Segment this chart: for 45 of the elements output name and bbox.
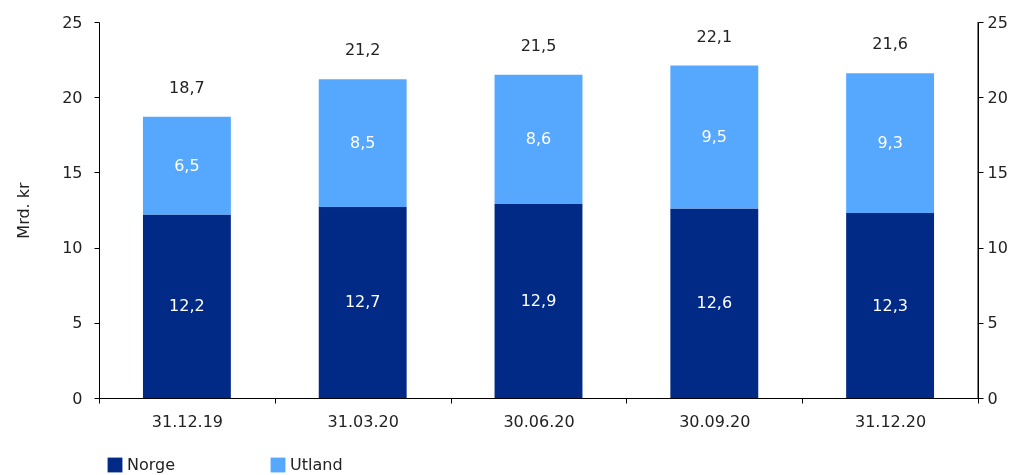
legend-label: Utland xyxy=(290,455,343,474)
total-label: 21,5 xyxy=(520,35,557,55)
bar xyxy=(494,74,583,204)
x-tick-label: 31.12.19 xyxy=(151,411,224,431)
y-tick-label: 25 xyxy=(62,12,83,32)
total-label: 21,6 xyxy=(872,34,908,54)
legend-label: Norge xyxy=(127,455,176,474)
bar xyxy=(670,65,759,209)
y2-tick-label: 25 xyxy=(987,12,1008,32)
bar xyxy=(142,116,231,215)
data-label: 12,2 xyxy=(169,296,205,316)
data-label: 9,5 xyxy=(701,127,728,147)
data-label: 12,9 xyxy=(520,290,557,310)
data-label: 8,6 xyxy=(525,129,552,149)
total-label: 21,2 xyxy=(344,40,381,60)
data-label: 8,5 xyxy=(349,133,376,153)
bar xyxy=(846,213,935,398)
bar xyxy=(846,73,935,214)
bar xyxy=(318,79,407,207)
y2-tick-label: 15 xyxy=(987,162,1008,182)
y2-tick-label: 5 xyxy=(987,313,998,333)
data-label: 12,6 xyxy=(696,293,733,313)
x-tick-label: 31.12.20 xyxy=(854,411,927,431)
bar xyxy=(670,208,759,398)
y2-tick-label: 20 xyxy=(987,87,1008,107)
data-label: 12,3 xyxy=(872,295,908,315)
y-tick-label: 20 xyxy=(62,87,83,107)
y-tick-label: 5 xyxy=(72,313,83,333)
y2-tick-label: 0 xyxy=(987,388,998,408)
x-tick-label: 31.03.20 xyxy=(327,411,399,431)
bar xyxy=(142,214,231,398)
y-axis-title: Mrd. kr xyxy=(14,181,34,239)
total-label: 18,7 xyxy=(169,77,205,97)
bar xyxy=(494,203,583,398)
x-tick-label: 30.09.20 xyxy=(679,411,751,431)
x-tick-label: 30.06.20 xyxy=(503,411,575,431)
y-tick-label: 0 xyxy=(72,388,83,408)
y-tick-label: 15 xyxy=(62,162,83,182)
total-label: 22,1 xyxy=(696,26,733,46)
y-tick-label: 10 xyxy=(62,238,83,258)
y2-tick-label: 10 xyxy=(987,238,1008,258)
bar xyxy=(318,206,407,398)
data-label: 9,3 xyxy=(877,133,903,153)
data-label: 6,5 xyxy=(174,155,200,175)
data-label: 12,7 xyxy=(344,292,381,312)
